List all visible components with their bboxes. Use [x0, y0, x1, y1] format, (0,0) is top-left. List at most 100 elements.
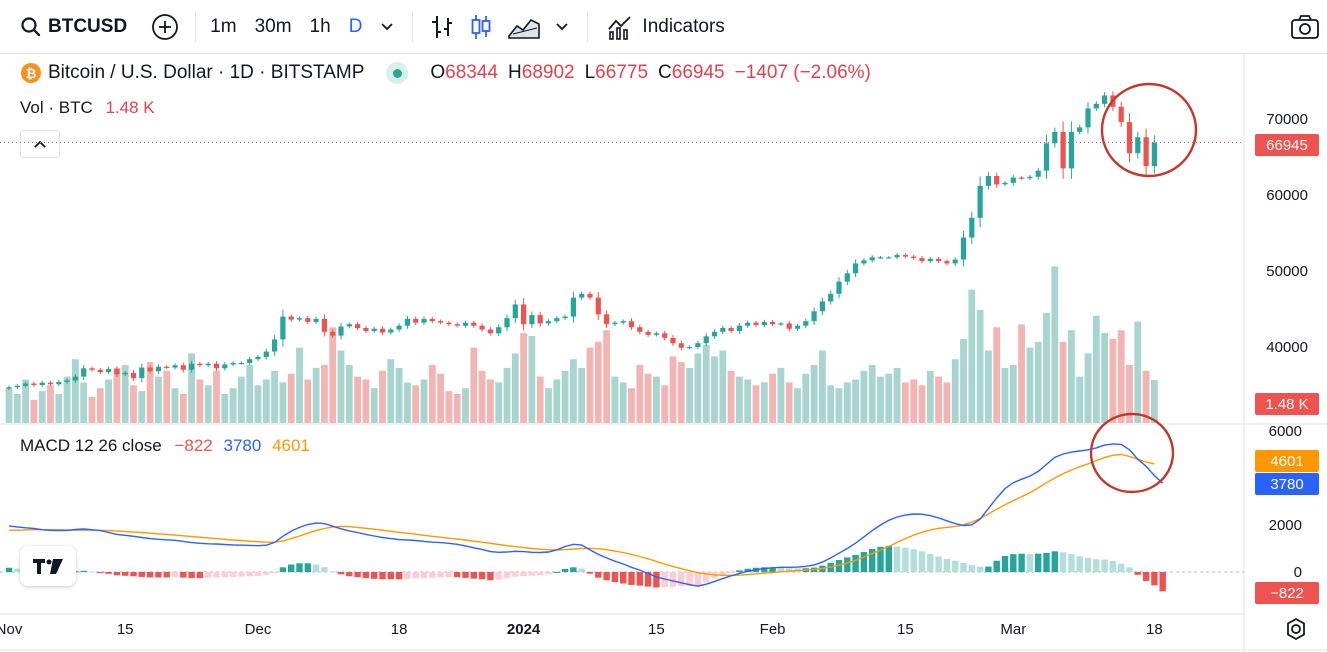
tradingview-logo[interactable] [20, 546, 76, 586]
candle-body [960, 237, 967, 260]
volume-bar [279, 382, 287, 423]
volume-bar [30, 399, 38, 423]
volume-bar [1034, 341, 1042, 423]
macd-histogram-bar [769, 567, 776, 572]
macd-histogram-bar [354, 572, 361, 578]
macd-tick-label: 6000 [1269, 423, 1302, 440]
candle-body [338, 326, 344, 336]
candle-body [247, 359, 253, 363]
macd-histogram-bar [1134, 572, 1141, 575]
volume-bar [669, 356, 677, 423]
market-status-icon[interactable] [386, 62, 409, 84]
macd-histogram-bar [321, 567, 328, 572]
bitcoin-icon: ₿ [21, 63, 41, 83]
price-tick-label: 50000 [1266, 263, 1308, 280]
volume-bar [918, 385, 926, 423]
symbol-name: BTCUSD [48, 15, 128, 37]
candle-body [280, 316, 286, 340]
axes: 700006000050000400006000400020000Nov15De… [0, 111, 1308, 638]
volume-bar [686, 367, 693, 423]
candle-body [620, 321, 626, 323]
indicators-icon [608, 15, 632, 40]
volume-bar [545, 388, 552, 423]
volume-bar [379, 370, 386, 423]
macd-histogram-bar [952, 560, 959, 572]
candle-body [421, 318, 427, 323]
volume-bar [769, 373, 776, 423]
area-style-button[interactable] [507, 7, 541, 47]
macd-pane [5, 443, 1166, 592]
interval-30m[interactable]: 30m [254, 15, 292, 37]
volume-bar [636, 365, 644, 423]
compare-symbol-button[interactable] [151, 7, 179, 47]
candle-body [861, 260, 867, 264]
volume-bar [63, 376, 71, 423]
candle-body [56, 381, 62, 385]
candle-body [255, 356, 261, 360]
candle-body [1052, 131, 1058, 144]
symbol-title[interactable]: Bitcoin / U.S. Dollar · 1D · BITSTAMP [48, 62, 365, 83]
chevron-down-icon [381, 22, 394, 30]
volume-bar [893, 367, 901, 423]
chart-settings-button[interactable] [1284, 617, 1308, 641]
bars-style-button[interactable] [429, 7, 455, 47]
macd-histogram-bar [586, 572, 594, 574]
macd-histogram-bar [478, 572, 486, 580]
low-label: L [584, 62, 596, 83]
interval-dropdown[interactable] [380, 7, 394, 47]
volume-bar [304, 379, 312, 423]
candle-body [1085, 108, 1091, 128]
macd-line-value: 3780 [223, 436, 262, 455]
volume-bar [968, 289, 976, 423]
candle-body [438, 321, 444, 323]
interval-1h[interactable]: 1h [309, 15, 331, 37]
candle-body [1068, 131, 1074, 169]
volume-bar [1151, 380, 1158, 423]
macd-hist-value: −822 [174, 436, 213, 455]
macd-histogram-bar [985, 566, 992, 572]
candle-body [14, 385, 20, 388]
volume-bar [951, 359, 959, 423]
price-chart[interactable]: 700006000050000400006000400020000Nov15De… [0, 54, 1327, 652]
volume-bar [55, 394, 63, 423]
volume-bar [785, 382, 793, 423]
volume-bar [503, 367, 511, 423]
snapshot-button[interactable] [1290, 7, 1320, 47]
volume-legend[interactable]: Vol · BTC 1.48 K [20, 98, 155, 118]
macd-histogram-bar [1059, 552, 1067, 572]
volume-bar [694, 353, 702, 423]
symbol-search-button[interactable]: BTCUSD [20, 7, 127, 47]
macd-legend[interactable]: MACD 12 26 close −822 3780 4601 [20, 436, 310, 456]
volume-bar [661, 385, 669, 423]
candle-body [454, 324, 460, 326]
macd-histogram-bar [130, 572, 137, 577]
candle-body [330, 331, 336, 336]
macd-histogram-bar [188, 572, 195, 579]
candle-body [562, 316, 568, 319]
candle-body [72, 376, 78, 381]
volume-bar [561, 370, 569, 423]
candle-body [753, 322, 759, 325]
indicators-button[interactable]: Indicators [606, 7, 725, 47]
macd-histogram-bar [88, 571, 96, 573]
candle-body [637, 327, 643, 332]
collapse-legend-button[interactable] [20, 130, 60, 158]
candle-body [1126, 122, 1133, 154]
volume-bar [985, 350, 992, 423]
macd-histogram-bar [263, 572, 270, 576]
candle-body [313, 318, 319, 322]
interval-1m[interactable]: 1m [210, 15, 237, 37]
candle-body [180, 365, 186, 370]
macd-histogram-bar [644, 572, 652, 587]
interval-d-active[interactable]: D [348, 15, 363, 37]
candle-body [1118, 106, 1124, 123]
volume-bar [487, 379, 494, 423]
volume-bar [1026, 347, 1034, 423]
candle-body [886, 257, 892, 259]
volume-bar [653, 376, 660, 423]
macd-histogram-bar [1109, 560, 1117, 572]
close-value: 66945 [671, 62, 725, 83]
macd-histogram-bar [171, 572, 179, 578]
candles-style-button[interactable] [469, 7, 493, 47]
chart-style-dropdown[interactable] [555, 7, 569, 47]
